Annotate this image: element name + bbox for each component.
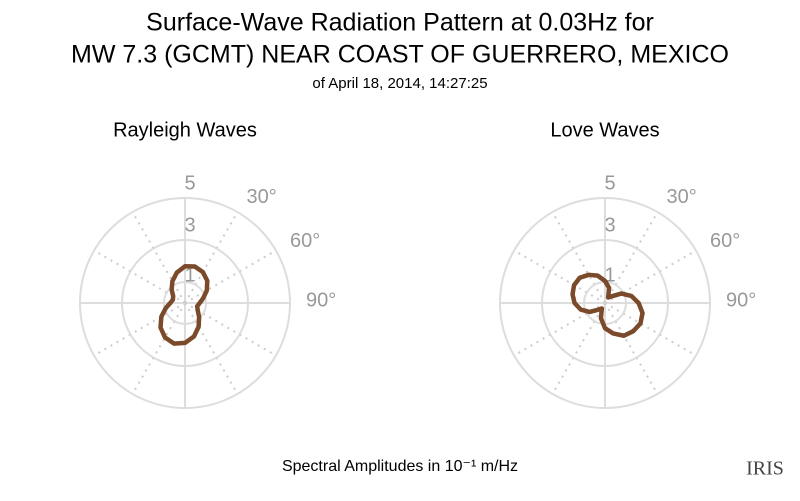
theta-tick-label: 30° — [247, 186, 277, 208]
grid-circle — [79, 197, 291, 409]
caption: Spectral Amplitudes in 10⁻¹ m/Hz — [282, 458, 518, 475]
panel-title: Rayleigh Waves — [113, 119, 257, 141]
grid-circle — [541, 239, 669, 367]
logo: IRIS — [746, 458, 784, 480]
grid-circle — [163, 281, 207, 325]
title-line: MW 7.3 (GCMT) NEAR COAST OF GUERRERO, ME… — [71, 41, 729, 69]
theta-tick-label: 30° — [667, 186, 697, 208]
subtitle: of April 18, 2014, 14:27:25 — [312, 75, 487, 92]
r-tick-label: 1 — [604, 264, 615, 286]
title-line: Surface-Wave Radiation Pattern at 0.03Hz… — [146, 9, 654, 37]
pattern-line — [158, 264, 210, 346]
r-tick-label: 3 — [604, 214, 615, 236]
theta-tick-label: 90° — [306, 289, 336, 311]
r-tick-label: 3 — [184, 214, 195, 236]
r-tick-label: 1 — [184, 264, 195, 286]
pattern-line — [570, 272, 645, 338]
theta-tick-label: 60° — [290, 230, 320, 252]
grid-circle — [499, 197, 711, 409]
r-tick-label: 5 — [604, 172, 615, 194]
r-tick-label: 5 — [184, 172, 195, 194]
theta-tick-label: 90° — [726, 289, 756, 311]
panel-title: Love Waves — [550, 119, 659, 141]
grid-circle — [121, 239, 249, 367]
theta-tick-label: 60° — [710, 230, 740, 252]
polar-plot: Rayleigh Waves 1 3 5 30° 60° 90° — [79, 119, 336, 409]
polar-plot: Love Waves 1 3 5 30° 60° 90° — [499, 119, 756, 409]
